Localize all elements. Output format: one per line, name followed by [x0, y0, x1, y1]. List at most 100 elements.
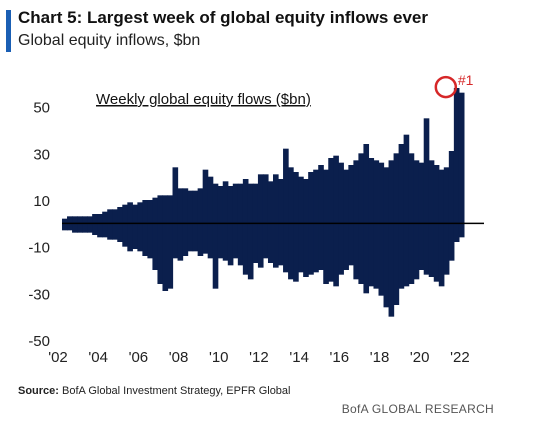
x-tick-label: '14: [289, 349, 309, 366]
flow-bar: [107, 209, 113, 240]
flow-bar: [202, 169, 209, 254]
flow-bar: [157, 195, 164, 284]
y-tick-label: -30: [28, 286, 50, 303]
flow-bar: [423, 118, 430, 275]
flow-bar: [182, 188, 189, 256]
flow-bar: [122, 204, 128, 247]
flow-bar: [273, 174, 279, 268]
x-tick-label: '22: [450, 349, 470, 366]
flow-bar: [293, 172, 299, 282]
flow-bar: [247, 183, 254, 280]
flow-bar: [328, 158, 334, 282]
flow-bar: [187, 190, 194, 252]
y-tick-label: -10: [28, 240, 50, 257]
flow-bar: [278, 179, 284, 266]
source-text: BofA Global Investment Strategy, EPFR Gl…: [58, 385, 291, 397]
flow-bar: [97, 214, 103, 238]
x-axis-ticks: '02 '04 '06 '08 '10 '12 '14 '16 '18 '20 '22: [48, 349, 469, 366]
flow-bar: [378, 162, 385, 296]
flow-bar: [448, 151, 455, 261]
chart-subtitle: Global equity inflows, $bn: [18, 32, 201, 49]
flow-bar: [242, 179, 249, 275]
flow-bar: [212, 183, 219, 289]
flow-bar: [343, 169, 349, 270]
flow-bar: [172, 167, 179, 259]
flow-bar: [132, 204, 138, 249]
flow-bar: [177, 188, 184, 261]
flow-bar: [383, 167, 390, 308]
flow-bar: [257, 174, 264, 268]
flow-bar: [333, 155, 339, 287]
x-tick-label: '20: [410, 349, 430, 366]
bars-group: [62, 88, 465, 317]
flow-bar: [82, 216, 88, 233]
x-tick-label: '16: [330, 349, 350, 366]
flow-bar: [393, 153, 400, 305]
x-tick-label: '12: [249, 349, 269, 366]
x-tick-label: '10: [209, 349, 229, 366]
flow-bar: [72, 216, 78, 233]
source-line: Source: BofA Global Investment Strategy,…: [18, 385, 290, 397]
flow-bar: [408, 153, 415, 284]
flow-bar: [147, 200, 154, 259]
x-tick-label: '18: [370, 349, 390, 366]
flow-bar: [77, 216, 83, 233]
flow-bar: [283, 148, 289, 273]
flow-bar: [162, 195, 169, 291]
flow-bar: [92, 214, 98, 235]
flow-bar: [262, 174, 269, 259]
flow-bar: [358, 153, 365, 284]
flow-bar: [413, 160, 420, 280]
flow-bar: [112, 209, 118, 240]
flow-bar: [298, 176, 304, 273]
flow-bar: [267, 181, 274, 263]
flow-bar: [418, 162, 425, 270]
flow-bar: [338, 162, 344, 275]
flow-bar: [207, 176, 214, 259]
flow-bar: [318, 165, 324, 270]
flow-bar: [348, 165, 354, 266]
flow-bar: [197, 188, 204, 256]
flow-bar: [127, 202, 133, 252]
flow-bar: [353, 160, 359, 280]
flow-bar: [443, 167, 450, 275]
flow-bar: [388, 160, 395, 317]
flow-bar: [117, 207, 123, 242]
flow-bar: [438, 169, 445, 287]
x-tick-label: '08: [169, 349, 189, 366]
flow-bar: [142, 200, 148, 256]
flow-bar: [152, 197, 159, 270]
y-axis-ticks: 50 30 10 -10 -30 -50: [28, 100, 50, 350]
x-tick-label: '02: [48, 349, 68, 366]
flow-bar: [62, 218, 68, 231]
flow-bar: [403, 134, 410, 287]
flow-bar: [313, 169, 319, 273]
flow-bar: [323, 169, 329, 284]
flow-bar: [137, 202, 143, 252]
flow-bar: [167, 195, 174, 289]
flow-bar: [363, 144, 370, 294]
y-tick-label: -50: [28, 333, 50, 350]
x-tick-label: '06: [129, 349, 149, 366]
flow-bar: [217, 186, 224, 259]
flow-bar: [227, 186, 234, 266]
flow-bar: [398, 144, 405, 289]
title-accent-bar: [6, 10, 11, 52]
record-highlight-label: #1: [458, 72, 474, 88]
brand-label: BofA GLOBAL RESEARCH: [341, 402, 494, 416]
y-tick-label: 30: [33, 146, 50, 163]
flow-bar: [458, 92, 465, 238]
flow-bar: [373, 160, 380, 289]
flow-bar: [453, 88, 460, 242]
y-tick-label: 10: [33, 193, 50, 210]
flow-bar: [222, 181, 229, 261]
flow-bar: [232, 183, 239, 259]
x-tick-label: '04: [88, 349, 108, 366]
y-tick-label: 50: [33, 100, 50, 117]
flow-bar: [102, 211, 108, 238]
flow-bar: [87, 216, 93, 233]
flow-bar: [237, 183, 244, 266]
flow-bar: [368, 158, 375, 287]
source-label: Source:: [18, 385, 59, 397]
